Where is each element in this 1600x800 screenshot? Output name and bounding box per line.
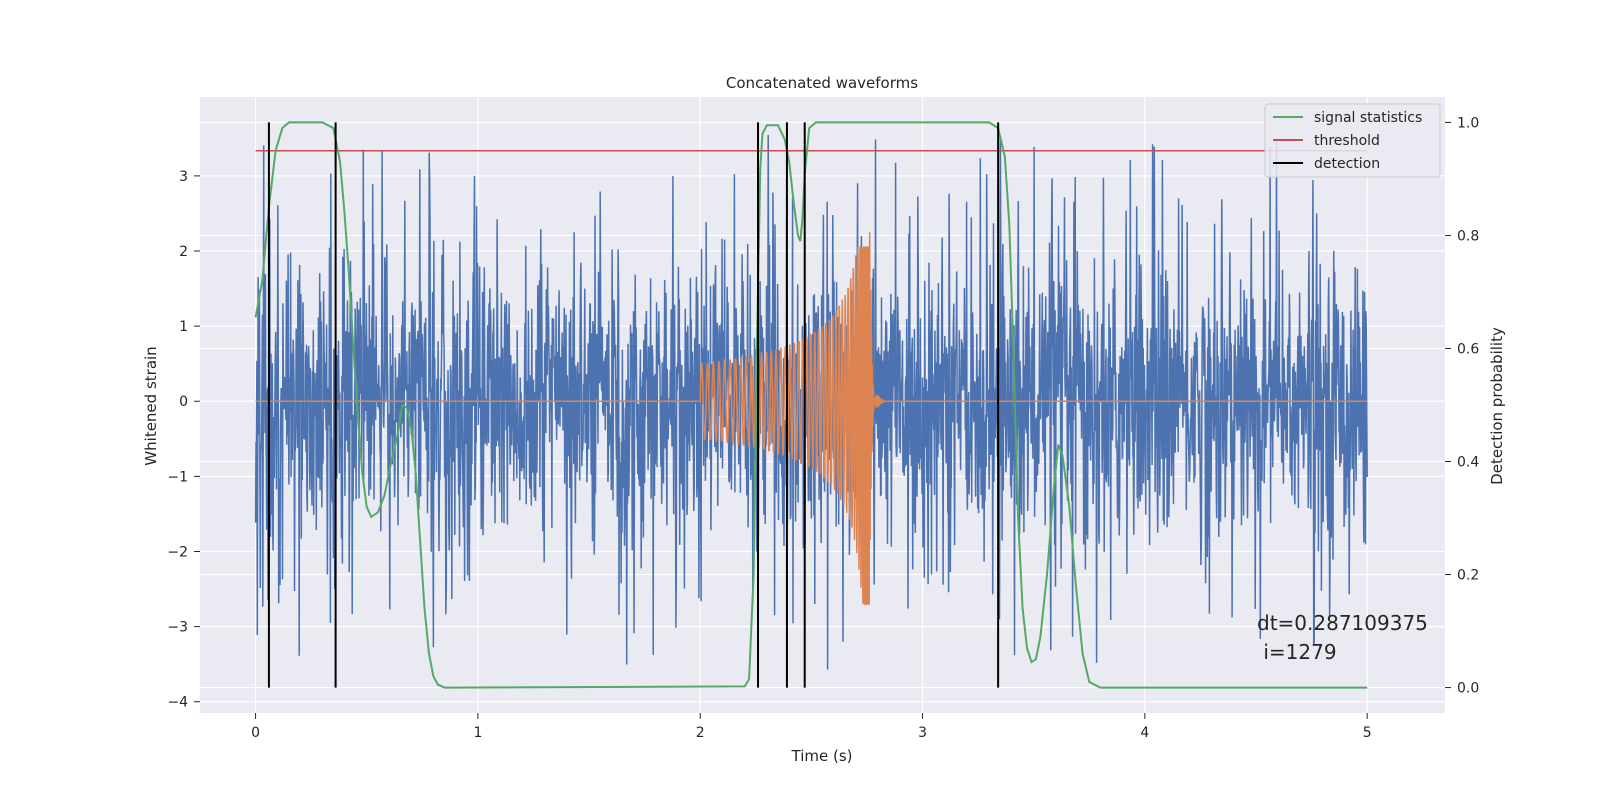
y-axis-right: 0.0 0.2 0.4 0.6 0.8 1.0: [1445, 115, 1479, 697]
x-tick-label: 1: [473, 725, 482, 741]
y-axis-right-label: Detection probability: [1488, 327, 1506, 485]
y-axis-left-label: Whitened strain: [142, 346, 160, 465]
x-axis: 0 1 2 3 4 5: [251, 713, 1372, 741]
y-axis-left: −4 −3 −2 −1 0 1 2 3: [167, 169, 200, 711]
annotation-dt: dt=0.287109375: [1257, 611, 1428, 635]
chart-title: Concatenated waveforms: [726, 74, 918, 92]
y-left-tick-label: −2: [167, 544, 188, 560]
x-tick-label: 3: [918, 725, 927, 741]
legend-label-signal-statistics: signal statistics: [1314, 110, 1422, 126]
y-right-tick-label: 0.2: [1457, 568, 1479, 584]
chirp-series-line: [255, 232, 1368, 605]
y-left-tick-label: −1: [167, 469, 188, 485]
detection-lines: [267, 122, 1000, 688]
legend-label-detection: detection: [1314, 156, 1380, 172]
x-tick-label: 0: [251, 725, 260, 741]
y-left-tick-label: 3: [179, 169, 188, 185]
y-right-tick-label: 1.0: [1457, 115, 1479, 131]
y-right-tick-label: 0.4: [1457, 455, 1479, 471]
y-left-tick-label: 0: [179, 394, 188, 410]
y-right-tick-label: 0.0: [1457, 681, 1479, 697]
legend: signal statistics threshold detection: [1264, 103, 1441, 178]
x-axis-label: Time (s): [791, 747, 853, 765]
x-tick-label: 5: [1363, 725, 1372, 741]
legend-frame: [1264, 103, 1441, 178]
y-right-tick-label: 0.8: [1457, 228, 1479, 244]
x-tick-label: 2: [696, 725, 705, 741]
annotation-index: i=1279: [1257, 640, 1337, 664]
x-tick-label: 4: [1140, 725, 1149, 741]
legend-label-threshold: threshold: [1314, 133, 1380, 149]
y-left-tick-label: −4: [167, 695, 188, 711]
y-left-tick-label: 2: [179, 244, 188, 260]
y-left-tick-label: −3: [167, 620, 188, 636]
y-left-tick-label: 1: [179, 319, 188, 335]
y-right-tick-label: 0.6: [1457, 341, 1479, 357]
noise-series-line: [254, 134, 1368, 670]
